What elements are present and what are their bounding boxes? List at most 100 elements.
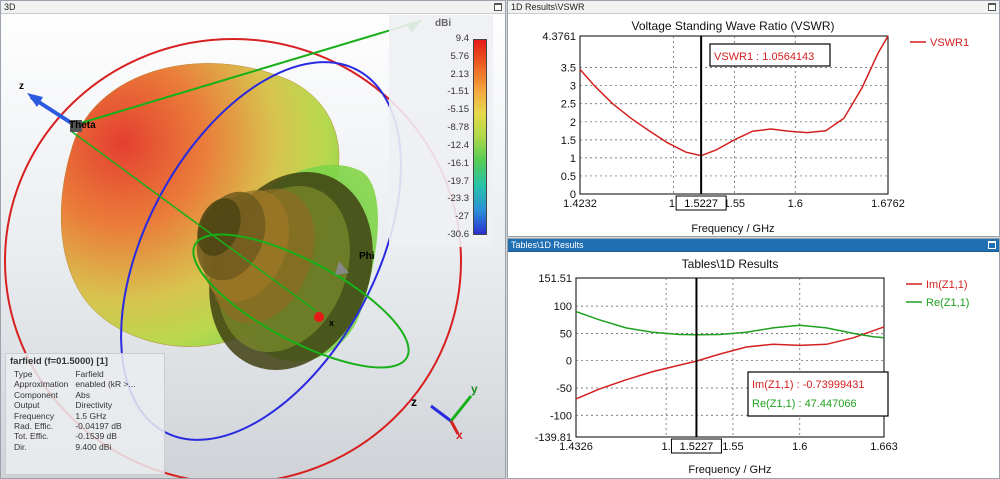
y-tick-label: 2.5 xyxy=(561,99,576,111)
info-row: Type Farfield xyxy=(10,369,139,379)
y-tick-label: 0 xyxy=(566,356,572,368)
maximize-icon[interactable] xyxy=(494,3,502,11)
vswr-xlabel: Frequency / GHz xyxy=(691,223,774,235)
x-tick-label: 1.4232 xyxy=(563,198,597,210)
colorbar-gradient xyxy=(473,39,487,235)
info-value: Abs xyxy=(75,389,90,400)
y-tick-label: 100 xyxy=(554,301,572,313)
vswr-plot-title: Voltage Standing Wave Ratio (VSWR) xyxy=(632,19,835,33)
legend-label: VSWR1 xyxy=(930,37,969,49)
green-circle xyxy=(192,233,410,369)
vswr-window-title: 1D Results\VSWR xyxy=(511,2,585,12)
x-tick-label: 1. xyxy=(669,198,678,210)
marker-x-label: 1.5227 xyxy=(684,198,718,210)
info-row: Tot. Effic. -0.1539 dB xyxy=(10,431,139,441)
maximize-icon[interactable] xyxy=(988,241,996,249)
marker-x-label-box[interactable]: 1.5227 xyxy=(670,438,722,454)
farfield-3d-titlebar[interactable]: 3D xyxy=(1,1,505,14)
z-label: z xyxy=(19,81,24,92)
info-value: 1.5 GHz xyxy=(75,410,107,421)
series-line-vswr1 xyxy=(579,35,889,157)
y-tick-label: 2 xyxy=(570,117,576,129)
tables-marker-value-box: Im(Z1,1) : -0.73999431 Re(Z1,1) : 47.4470… xyxy=(747,371,889,417)
info-key: Frequency xyxy=(14,410,55,421)
colorbar-tick-label: -8.78 xyxy=(447,122,469,134)
info-value: Directivity xyxy=(75,400,113,411)
farfield-3d-title: 3D xyxy=(4,2,16,12)
info-value: 9.400 dBi xyxy=(75,441,112,452)
colorbar-tick-label: -16.1 xyxy=(447,157,469,169)
tables-plot[interactable]: Tables\1D Results Frequency / GHz 1.4326… xyxy=(508,252,1000,479)
y-tick-label: 3.5 xyxy=(561,63,576,75)
info-key: Component xyxy=(14,389,58,400)
x-label: x xyxy=(329,318,334,328)
info-value: enabled (kR >... xyxy=(75,379,136,390)
series-line-re-z1-1- xyxy=(575,310,885,339)
y-tick-label: 0 xyxy=(570,189,576,201)
green-direction-line xyxy=(70,20,422,127)
x-tick-label: 1.663 xyxy=(870,441,898,453)
info-row: Component Abs xyxy=(10,390,139,400)
legend-label: Re(Z1,1) xyxy=(926,297,969,309)
info-row: Approximation enabled (kR >... xyxy=(10,379,139,389)
info-row: Frequency 1.5 GHz xyxy=(10,411,139,421)
info-key: Tot. Effic. xyxy=(14,431,49,442)
y-tick-label: 0.5 xyxy=(561,171,576,183)
x-tick-label: 1.55 xyxy=(724,198,745,210)
y-tick-label: 1.5 xyxy=(561,135,576,147)
info-key: Rad. Effic. xyxy=(14,421,54,432)
colorbar-legend: dBi 9.4 5.76 2.13 -1.51 -5.15 -8.78 -12.4 -16.1… xyxy=(389,15,493,247)
colorbar-tick-label: -1.51 xyxy=(447,86,469,98)
info-key: Dir. xyxy=(14,441,27,452)
x-tick-label: 1.6 xyxy=(788,198,803,210)
tables-plot-title: Tables\1D Results xyxy=(682,257,779,271)
info-value: -0.04197 dB xyxy=(75,421,122,432)
vswr-window[interactable]: 1D Results\VSWR Voltage Standing Wave Ra… xyxy=(507,0,1000,237)
colorbar-tick-label: -12.4 xyxy=(447,139,469,151)
y-tick-label: -100 xyxy=(550,410,572,422)
vswr-titlebar[interactable]: 1D Results\VSWR xyxy=(508,1,999,14)
info-row: Dir. 9.400 dBi xyxy=(10,442,139,452)
x-tick-label: 1.6 xyxy=(792,441,807,453)
y-tick-label: 151.51 xyxy=(538,273,572,285)
info-row: Output Directivity xyxy=(10,400,139,410)
info-value: -0.1539 dB xyxy=(75,431,117,442)
info-key: Type xyxy=(14,369,33,379)
tables-window[interactable]: Tables\1D Results Tables\1D Results Freq… xyxy=(507,238,1000,479)
info-key: Output xyxy=(14,400,40,411)
colorbar-tick-label: -27 xyxy=(455,211,469,223)
y-tick-label: 50 xyxy=(560,328,572,340)
y-tick-label: 3 xyxy=(570,81,576,93)
tables-titlebar[interactable]: Tables\1D Results xyxy=(508,239,999,252)
colorbar-tick-label: -19.7 xyxy=(447,175,469,187)
info-value: Farfield xyxy=(75,369,104,379)
radiation-pattern-side-lobes xyxy=(196,172,373,370)
origin-marker xyxy=(314,312,324,322)
farfield-3d-window[interactable]: 3D xyxy=(0,0,506,479)
colorbar-unit: dBi xyxy=(435,18,452,29)
theta-label: Theta xyxy=(69,120,96,131)
info-key: Approximation xyxy=(14,379,69,390)
farfield-info-panel: farfield (f=01.5000) [1] Type Farfield App… xyxy=(5,353,165,475)
farfield-3d-view[interactable]: Theta z Phi x z y x xyxy=(1,1,506,479)
y-tick-label: -50 xyxy=(556,383,572,395)
x-tick-label: 1.6762 xyxy=(871,198,905,210)
vswr-plot[interactable]: Voltage Standing Wave Ratio (VSWR) Frequ… xyxy=(508,14,1000,237)
z-axis-arrow-icon xyxy=(27,93,43,107)
colorbar-tick-label: -30.6 xyxy=(447,229,469,240)
y-tick-label: 1 xyxy=(570,153,576,165)
maximize-icon[interactable] xyxy=(988,3,996,11)
vswr-marker-value-box: VSWR1 : 1.0564143 xyxy=(709,43,831,67)
colorbar-tick-label: 5.76 xyxy=(450,50,470,62)
tables-window-title: Tables\1D Results xyxy=(511,240,584,250)
colorbar-tick-label: 9.4 xyxy=(455,33,469,44)
triad-z-label: z xyxy=(411,395,417,409)
legend-label: Im(Z1,1) xyxy=(926,279,968,291)
axis-triad: z y x xyxy=(411,382,478,442)
tables-marker-value: Re(Z1,1) : 47.447066 xyxy=(752,398,857,410)
marker-x-label-box[interactable]: 1.5227 xyxy=(675,195,727,211)
triad-x-label: x xyxy=(456,428,463,442)
y-tick-label: 4.3761 xyxy=(542,31,576,43)
x-tick-label: 1.55 xyxy=(722,441,743,453)
y-tick-label: -139.81 xyxy=(535,432,572,444)
